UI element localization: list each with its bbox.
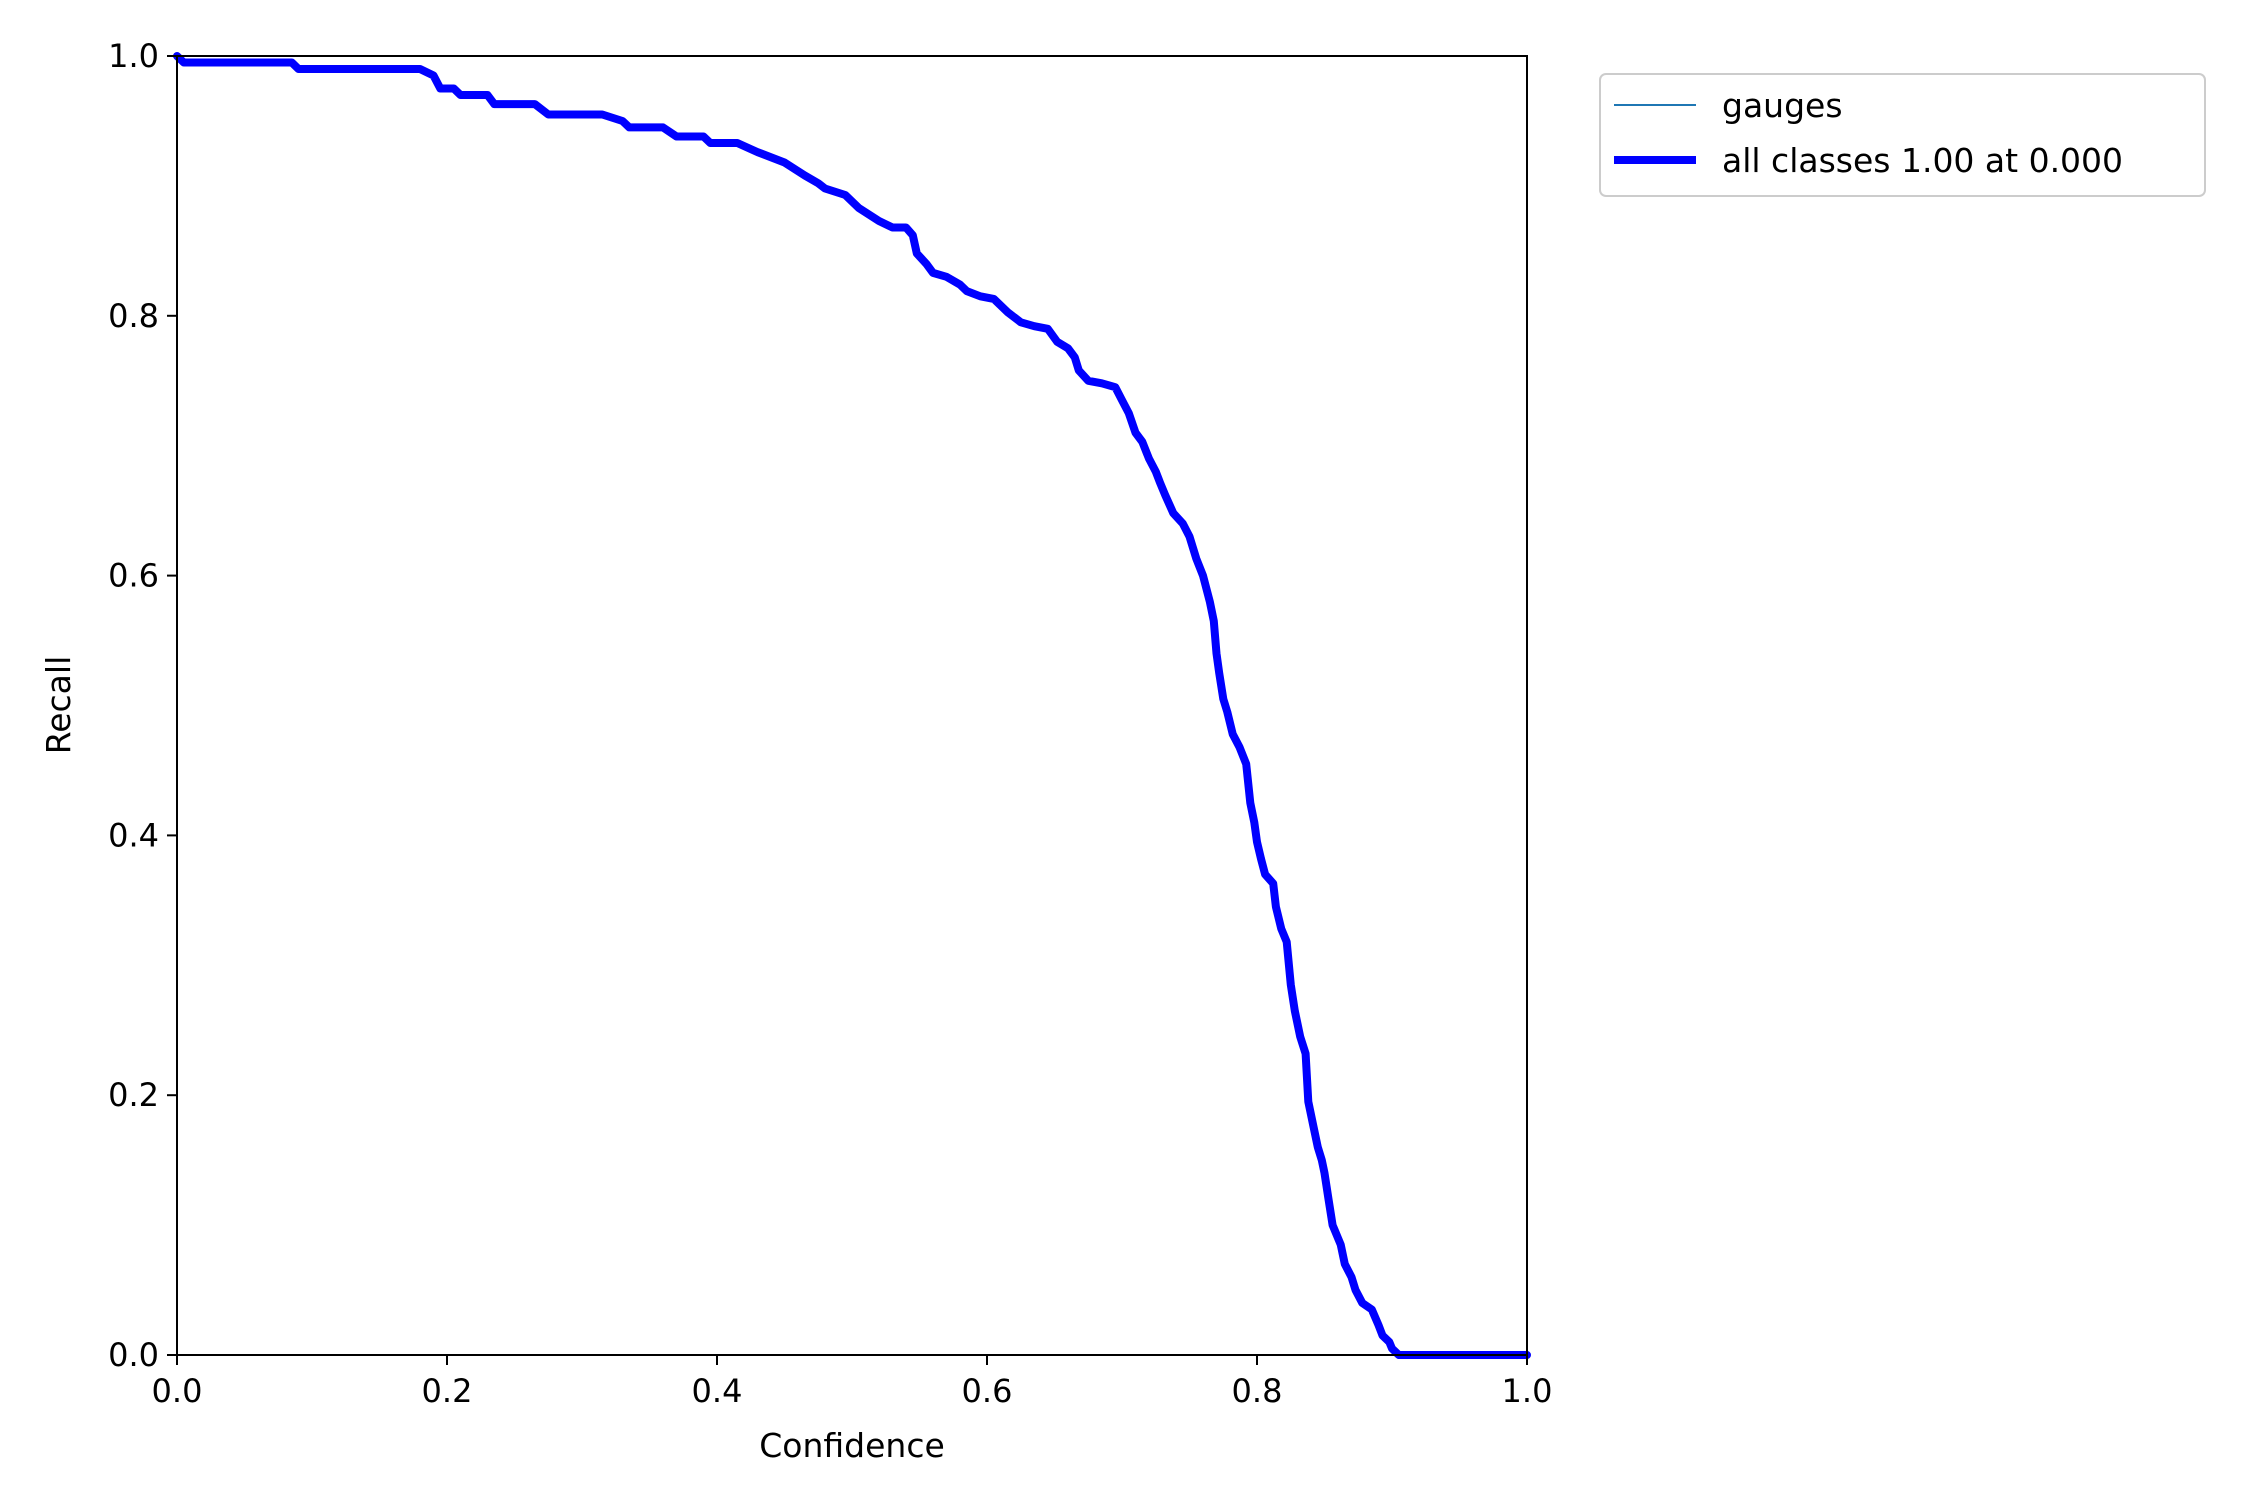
x-axis: 0.0 0.2 0.4 0.6 0.8 1.0	[152, 1355, 1553, 1410]
x-tick-label: 0.4	[692, 1372, 743, 1410]
plot-frame	[176, 55, 1528, 1356]
x-tick-label: 0.2	[422, 1372, 473, 1410]
y-tick-label: 0.0	[108, 1336, 159, 1374]
y-tick-label: 1.0	[108, 37, 159, 75]
y-tick-label: 0.4	[108, 816, 159, 854]
legend-box	[1599, 73, 2206, 197]
legend: gauges all classes 1.00 at 0.000	[1599, 73, 2206, 197]
x-axis-label: Confidence	[759, 1426, 945, 1465]
series-line-all-classes	[173, 52, 1531, 1359]
y-axis: 0.0 0.2 0.4 0.6 0.8 1.0	[108, 37, 177, 1374]
legend-label-gauges: gauges	[1722, 86, 1843, 125]
x-tick-label: 0.8	[1232, 1372, 1283, 1410]
x-tick-label: 0.0	[152, 1372, 203, 1410]
x-tick-label: 0.6	[962, 1372, 1013, 1410]
plot-lines	[173, 52, 1531, 1359]
y-tick-label: 0.8	[108, 297, 159, 335]
x-tick-label: 1.0	[1502, 1372, 1553, 1410]
legend-label-all-classes: all classes 1.00 at 0.000	[1722, 141, 2123, 180]
y-axis-label: Recall	[39, 656, 78, 754]
y-tick-label: 0.2	[108, 1076, 159, 1114]
y-tick-label: 0.6	[108, 557, 159, 595]
